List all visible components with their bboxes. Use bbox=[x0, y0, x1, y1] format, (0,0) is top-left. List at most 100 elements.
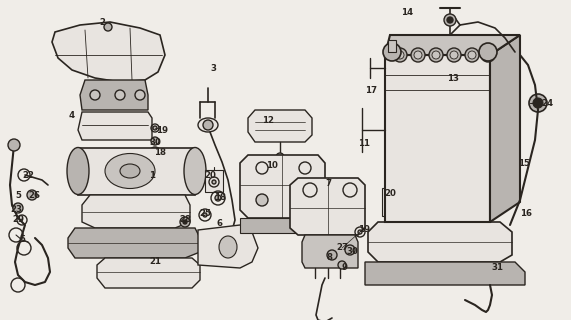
Circle shape bbox=[13, 203, 23, 213]
Circle shape bbox=[256, 194, 268, 206]
Polygon shape bbox=[365, 262, 525, 285]
Circle shape bbox=[180, 217, 190, 227]
Circle shape bbox=[429, 48, 443, 62]
Circle shape bbox=[153, 151, 157, 155]
Circle shape bbox=[183, 220, 187, 224]
Text: 25: 25 bbox=[199, 209, 211, 218]
Text: 11: 11 bbox=[358, 139, 370, 148]
Circle shape bbox=[484, 51, 492, 59]
Text: 2: 2 bbox=[99, 18, 105, 27]
Polygon shape bbox=[240, 155, 325, 218]
Ellipse shape bbox=[120, 164, 140, 178]
Ellipse shape bbox=[105, 154, 155, 188]
Text: 4: 4 bbox=[69, 110, 75, 119]
Text: 6: 6 bbox=[217, 220, 223, 228]
Circle shape bbox=[299, 194, 311, 206]
Text: 19: 19 bbox=[358, 226, 370, 235]
Circle shape bbox=[447, 48, 461, 62]
Circle shape bbox=[104, 23, 112, 31]
Text: 27: 27 bbox=[336, 244, 348, 252]
Ellipse shape bbox=[198, 118, 218, 132]
Text: 8: 8 bbox=[327, 252, 333, 261]
Text: 18: 18 bbox=[154, 148, 166, 156]
Circle shape bbox=[411, 48, 425, 62]
Text: 7: 7 bbox=[325, 179, 331, 188]
Text: 9: 9 bbox=[342, 263, 348, 273]
Text: 20: 20 bbox=[204, 171, 216, 180]
Circle shape bbox=[396, 51, 404, 59]
Polygon shape bbox=[248, 110, 312, 142]
Circle shape bbox=[115, 90, 125, 100]
Circle shape bbox=[90, 90, 100, 100]
Circle shape bbox=[276, 153, 284, 161]
Text: 26: 26 bbox=[28, 190, 40, 199]
Ellipse shape bbox=[219, 236, 237, 258]
Circle shape bbox=[481, 48, 495, 62]
Circle shape bbox=[432, 51, 440, 59]
Circle shape bbox=[338, 261, 346, 269]
Ellipse shape bbox=[67, 148, 89, 195]
Bar bbox=[388, 40, 396, 52]
Text: 21: 21 bbox=[149, 258, 161, 267]
Circle shape bbox=[327, 250, 337, 260]
Circle shape bbox=[153, 126, 157, 130]
Circle shape bbox=[465, 48, 479, 62]
Circle shape bbox=[393, 48, 407, 62]
Text: 19: 19 bbox=[156, 125, 168, 134]
Circle shape bbox=[383, 43, 401, 61]
Circle shape bbox=[8, 139, 20, 151]
Polygon shape bbox=[290, 178, 365, 235]
Text: 18: 18 bbox=[214, 194, 226, 203]
Text: 14: 14 bbox=[401, 7, 413, 17]
Polygon shape bbox=[385, 55, 490, 222]
Text: 23: 23 bbox=[10, 205, 22, 214]
Text: 12: 12 bbox=[262, 116, 274, 124]
Bar bbox=[205, 170, 223, 192]
Text: 31: 31 bbox=[491, 263, 503, 273]
Text: 30: 30 bbox=[149, 138, 161, 147]
Circle shape bbox=[358, 230, 362, 234]
Circle shape bbox=[203, 120, 213, 130]
Ellipse shape bbox=[184, 148, 206, 195]
Polygon shape bbox=[302, 235, 358, 268]
Text: 3: 3 bbox=[210, 63, 216, 73]
Circle shape bbox=[468, 51, 476, 59]
Circle shape bbox=[450, 51, 458, 59]
Bar bbox=[240, 218, 325, 233]
Polygon shape bbox=[52, 22, 165, 82]
Text: 17: 17 bbox=[365, 85, 377, 94]
Polygon shape bbox=[80, 80, 148, 110]
Text: 1: 1 bbox=[149, 171, 155, 180]
Polygon shape bbox=[385, 35, 520, 55]
Text: 20: 20 bbox=[384, 188, 396, 197]
Text: 30: 30 bbox=[346, 247, 358, 257]
Text: 13: 13 bbox=[447, 74, 459, 83]
Circle shape bbox=[135, 90, 145, 100]
Text: 29: 29 bbox=[12, 215, 24, 225]
Circle shape bbox=[212, 180, 216, 184]
Text: 5: 5 bbox=[15, 190, 21, 199]
Circle shape bbox=[203, 213, 207, 217]
Text: 24: 24 bbox=[541, 99, 553, 108]
Polygon shape bbox=[368, 222, 512, 262]
Text: 28: 28 bbox=[179, 215, 191, 225]
Polygon shape bbox=[198, 225, 258, 268]
Text: 5: 5 bbox=[19, 236, 25, 244]
Circle shape bbox=[414, 51, 422, 59]
Circle shape bbox=[444, 14, 456, 26]
Polygon shape bbox=[490, 35, 520, 222]
Circle shape bbox=[151, 137, 159, 145]
Circle shape bbox=[533, 98, 543, 108]
Bar bbox=[382, 188, 404, 216]
Polygon shape bbox=[78, 112, 152, 140]
Polygon shape bbox=[78, 148, 195, 195]
Text: 15: 15 bbox=[518, 158, 530, 167]
Text: 10: 10 bbox=[266, 161, 278, 170]
Circle shape bbox=[479, 43, 497, 61]
Circle shape bbox=[447, 17, 453, 23]
Circle shape bbox=[529, 94, 547, 112]
Polygon shape bbox=[97, 258, 200, 288]
Circle shape bbox=[215, 195, 221, 201]
Polygon shape bbox=[82, 195, 190, 228]
Polygon shape bbox=[68, 228, 200, 258]
